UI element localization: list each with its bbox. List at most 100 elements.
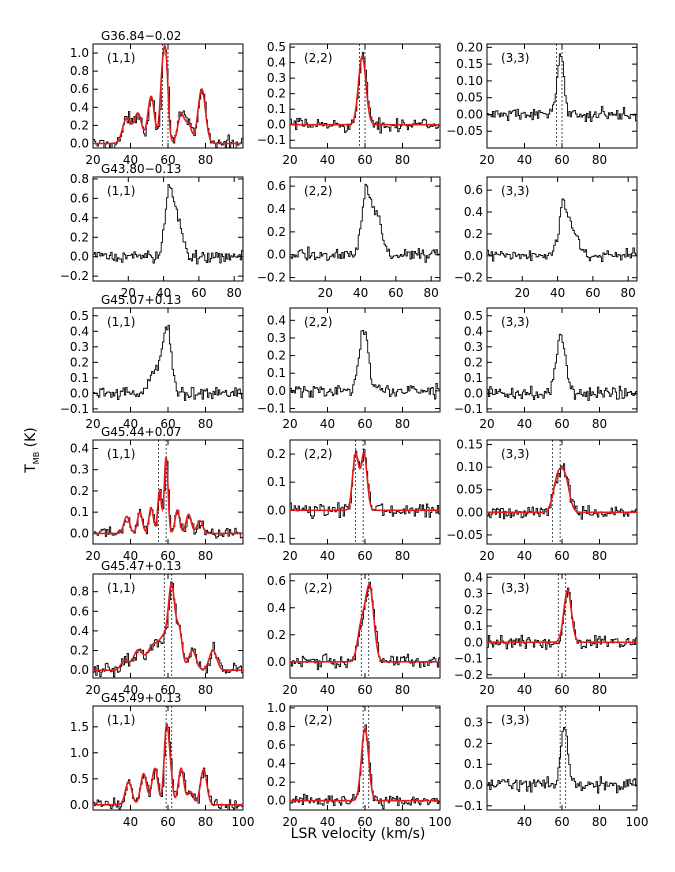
- x-tick-label: 40: [517, 815, 532, 829]
- y-tick-label: 0.2: [267, 87, 286, 101]
- y-tick-label: −0.1: [454, 402, 483, 416]
- y-tick-label: 0.0: [70, 386, 89, 400]
- x-tick-label: 20: [479, 417, 494, 431]
- y-tick-label: 0.4: [70, 100, 89, 114]
- y-tick-label: 0.10: [456, 74, 483, 88]
- x-tick-label: 80: [198, 549, 213, 563]
- x-tick-label: 20: [282, 815, 297, 829]
- y-tick-label: 0.3: [464, 716, 483, 730]
- fit-curve: [290, 452, 440, 512]
- y-tick-label: 0.5: [464, 309, 483, 323]
- source-title: G45.07+0.13: [101, 293, 181, 307]
- x-tick-label: 20: [282, 549, 297, 563]
- y-tick-label: 0.1: [70, 505, 89, 519]
- observed-spectrum: [93, 581, 243, 678]
- y-tick-label: −0.1: [454, 652, 483, 666]
- x-tick-label: 40: [517, 417, 532, 431]
- y-tick-label: 1.0: [70, 746, 89, 760]
- transition-label: (2,2): [304, 447, 332, 461]
- observed-spectrum: [290, 449, 440, 520]
- x-tick-label: 60: [554, 153, 569, 167]
- spectrum-panel: 20 40 60 80 −0.2 0.0 0.2 0.4 0.6 (3,3): [454, 176, 638, 300]
- y-tick-label: 0.2: [267, 775, 286, 789]
- y-tick-label: 0.0: [267, 384, 286, 398]
- x-tick-label: 80: [227, 286, 242, 300]
- y-tick-label: 0.0: [267, 503, 286, 517]
- x-tick-label: 100: [626, 815, 649, 829]
- x-tick-label: 60: [585, 286, 600, 300]
- y-tick-label: 0.4: [70, 324, 89, 338]
- panel-frame: [92, 176, 244, 282]
- y-tick-label: 1.5: [70, 720, 89, 734]
- x-tick-label: 80: [395, 417, 410, 431]
- y-tick-label: 0.05: [456, 91, 483, 105]
- y-tick-label: −0.2: [257, 271, 286, 285]
- transition-label: (2,2): [304, 184, 332, 198]
- y-tick-label: 0.0: [464, 249, 483, 263]
- source-title: G45.44+0.07: [101, 425, 181, 439]
- spectrum-panel: 40 60 80 100 −0.1 0.0 0.1 0.2 0.3 (3,3): [454, 705, 649, 829]
- fit-curve: [93, 582, 243, 671]
- y-tick-label: 0.6: [267, 738, 286, 752]
- fit-curve: [290, 55, 440, 126]
- transition-label: (2,2): [304, 581, 332, 595]
- fit-curve: [93, 456, 243, 535]
- spectrum-panel: 40 60 80 100 0.0 0.5 1.0 1.5 (1,1) G45.49+0.13: [70, 691, 255, 829]
- y-tick-label: 0.8: [267, 719, 286, 733]
- x-tick-label: 80: [198, 683, 213, 697]
- spectrum-panel: 20 40 60 80 −0.05 0.00 0.05 0.10 0.15 0.20 (3,3): [446, 40, 638, 167]
- spectrum-panel: 20 40 60 80 −0.1 0.00.1 0.20.3 0.40.5 (3,3): [454, 307, 638, 431]
- x-tick-label: 40: [123, 417, 138, 431]
- y-tick-label: −0.2: [454, 271, 483, 285]
- y-tick-label: −0.2: [454, 668, 483, 682]
- y-tick-label: 0.4: [267, 202, 286, 216]
- spectrum-panel: 20 40 60 80 −0.2 0.0 0.2 0.4 0.6 (2,2): [257, 176, 441, 300]
- observed-spectrum: [487, 198, 637, 262]
- y-tick-label: −0.1: [60, 402, 89, 416]
- y-tick-label: 0.4: [267, 757, 286, 771]
- x-tick-label: 80: [592, 417, 607, 431]
- transition-label: (2,2): [304, 713, 332, 727]
- y-tick-label: 0.1: [464, 619, 483, 633]
- x-tick-label: 40: [123, 153, 138, 167]
- y-tick-label: 0.2: [70, 355, 89, 369]
- x-tick-label: 60: [554, 815, 569, 829]
- y-tick-label: 0.3: [70, 463, 89, 477]
- y-tick-label: 0.6: [267, 179, 286, 193]
- x-tick-label: 40: [123, 549, 138, 563]
- y-tick-label: −0.05: [446, 528, 483, 542]
- y-tick-label: 0.0: [70, 526, 89, 540]
- transition-label: (3,3): [501, 447, 529, 461]
- x-tick-label: 80: [395, 815, 410, 829]
- observed-spectrum: [487, 333, 637, 401]
- transition-label: (3,3): [501, 315, 529, 329]
- spectrum-panel: 20 40 60 80 −0.1 0.00.1 0.20.3 0.40.5 (1,1) G45.0…: [60, 293, 244, 431]
- y-tick-label: 0.1: [267, 475, 286, 489]
- y-tick-label: 0.3: [267, 331, 286, 345]
- x-tick-label: 20: [85, 153, 100, 167]
- y-tick-label: 0.4: [267, 313, 286, 327]
- x-tick-label: 80: [198, 153, 213, 167]
- y-tick-label: 0.5: [267, 40, 286, 54]
- source-title: G45.49+0.13: [101, 691, 181, 705]
- source-title: G36.84−0.02: [101, 29, 181, 43]
- spectrum-panel: 20 40 60 80 −0.2 −0.1 0.0 0.1 0.2 0.3 0.4 (3,3): [454, 570, 638, 697]
- x-tick-label: 60: [554, 683, 569, 697]
- observed-spectrum: [487, 726, 637, 794]
- y-tick-label: 0.4: [464, 205, 483, 219]
- y-tick-label: 0.4: [70, 441, 89, 455]
- x-tick-label: 80: [424, 286, 439, 300]
- fit-curve: [290, 727, 440, 802]
- y-tick-label: −0.1: [257, 531, 286, 545]
- y-tick-label: 0.15: [456, 438, 483, 452]
- x-tick-label: 40: [550, 286, 565, 300]
- spectrum-panel: 20 40 60 80 0.0 0.1 0.2 0.3 0.4 (1,1) G45.44+0.07: [70, 425, 244, 563]
- transition-label: (1,1): [107, 315, 135, 329]
- y-tick-label: −0.2: [60, 269, 89, 283]
- x-tick-label: 20: [85, 683, 100, 697]
- y-tick-label: 0.15: [456, 57, 483, 71]
- x-tick-label: 60: [357, 549, 372, 563]
- y-tick-label: 0.0: [70, 250, 89, 264]
- x-tick-label: 20: [479, 683, 494, 697]
- y-tick-label: 0.2: [464, 355, 483, 369]
